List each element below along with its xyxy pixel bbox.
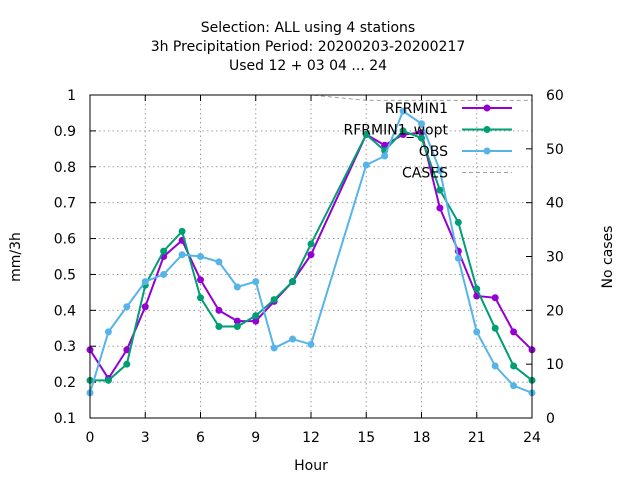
data-point (252, 278, 260, 286)
y-tick-label: 0.5 (54, 267, 76, 283)
data-point (289, 278, 297, 286)
x-tick-label: 3 (141, 430, 150, 446)
legend: RFRMIN1 RFRMIN1_wopt OBS CASES (344, 101, 512, 182)
y2-tick-label: 60 (546, 88, 564, 104)
data-point (418, 129, 425, 137)
y-tick-label: 0.8 (54, 160, 76, 176)
data-point (270, 296, 278, 304)
data-point (418, 134, 425, 142)
legend-marker (483, 104, 491, 112)
y-tick-label: 0.9 (54, 124, 76, 140)
data-point (399, 107, 407, 115)
data-point (491, 294, 499, 302)
data-point (123, 346, 131, 354)
data-point (491, 324, 499, 332)
data-point (104, 376, 112, 384)
x-axis-label: Hour (294, 458, 328, 474)
series-obs (86, 107, 536, 397)
data-point (233, 317, 241, 325)
data-point (233, 283, 241, 291)
legend-label: RFRMIN1_wopt (344, 123, 449, 139)
data-point (123, 303, 131, 311)
x-tick-label: 6 (196, 430, 205, 446)
data-point (307, 251, 315, 259)
y-axis-label: mm/3h (8, 232, 24, 282)
data-point (454, 254, 462, 262)
y-tick-label: 0.7 (54, 196, 76, 212)
plot-border (89, 94, 533, 419)
data-point (510, 328, 518, 336)
x-tick-label: 12 (302, 430, 320, 446)
data-point (160, 270, 168, 278)
x-tick-label: 18 (413, 430, 431, 446)
data-point (307, 240, 315, 248)
data-point (510, 362, 518, 370)
data-point (510, 382, 518, 390)
y2-tick-label: 0 (546, 411, 555, 427)
data-point (473, 328, 481, 336)
x-tick-label: 15 (357, 430, 375, 446)
y2-tick-label: 30 (546, 250, 564, 266)
title-line-1: Selection: ALL using 4 stations (201, 20, 415, 36)
x-tick-label: 9 (251, 430, 260, 446)
data-point (491, 362, 499, 370)
data-point (178, 251, 186, 259)
y2-tick-label: 10 (546, 357, 564, 373)
data-point (454, 218, 462, 226)
y-tick-label: 0.4 (54, 303, 76, 319)
y2-tick-label: 50 (546, 142, 564, 158)
data-point (436, 204, 444, 212)
legend-label: CASES (402, 166, 448, 182)
y2-axis-label: No cases (600, 226, 616, 289)
data-point (197, 253, 204, 260)
data-point (436, 186, 444, 194)
y-tick-label: 0.1 (54, 411, 76, 427)
data-point (197, 294, 204, 302)
chart-title: Selection: ALL using 4 stations 3h Preci… (151, 20, 466, 74)
data-point (362, 130, 370, 138)
legend-label: RFRMIN1 (385, 101, 448, 117)
data-point (252, 312, 260, 320)
data-point (307, 340, 315, 348)
y-tick-label: 0.6 (54, 232, 76, 248)
x-tick-label: 0 (86, 430, 95, 446)
data-point (215, 306, 223, 314)
legend-marker (483, 147, 491, 155)
data-point (270, 344, 278, 352)
x-tick-label: 21 (468, 430, 486, 446)
data-point (436, 166, 444, 174)
data-point (381, 152, 389, 160)
data-point (141, 303, 149, 311)
data-point (104, 328, 112, 336)
legend-label: OBS (419, 144, 448, 160)
data-point (123, 360, 131, 368)
y-tick-label: 1 (67, 88, 76, 104)
data-point (473, 285, 481, 293)
data-point (418, 120, 425, 128)
y-tick-label: 0.2 (54, 375, 76, 391)
legend-marker (483, 126, 491, 133)
data-point (399, 127, 407, 135)
data-point (289, 335, 297, 343)
title-line-2: 3h Precipitation Period: 20200203-202002… (151, 39, 466, 55)
axis-ticks: 0 3 6 9 12 15 18 21 24 0.1 0.2 0.3 0.4 0.5 0.6 0.7 0.8 0.… (54, 88, 564, 446)
data-point (233, 322, 241, 330)
y2-tick-label: 20 (546, 303, 564, 319)
data-point (215, 322, 223, 330)
data-point (178, 227, 186, 235)
data-point (362, 161, 370, 169)
x-tick-label: 24 (523, 430, 541, 446)
data-point (141, 278, 149, 286)
data-point (160, 247, 168, 255)
data-point (215, 258, 223, 266)
data-point (197, 276, 204, 284)
series-lines (86, 94, 536, 397)
title-line-3: Used 12 + 03 04 ... 24 (229, 58, 387, 74)
data-point (252, 317, 260, 325)
y-tick-label: 0.3 (54, 339, 76, 355)
data-point (381, 141, 389, 149)
y2-tick-label: 40 (546, 196, 564, 212)
